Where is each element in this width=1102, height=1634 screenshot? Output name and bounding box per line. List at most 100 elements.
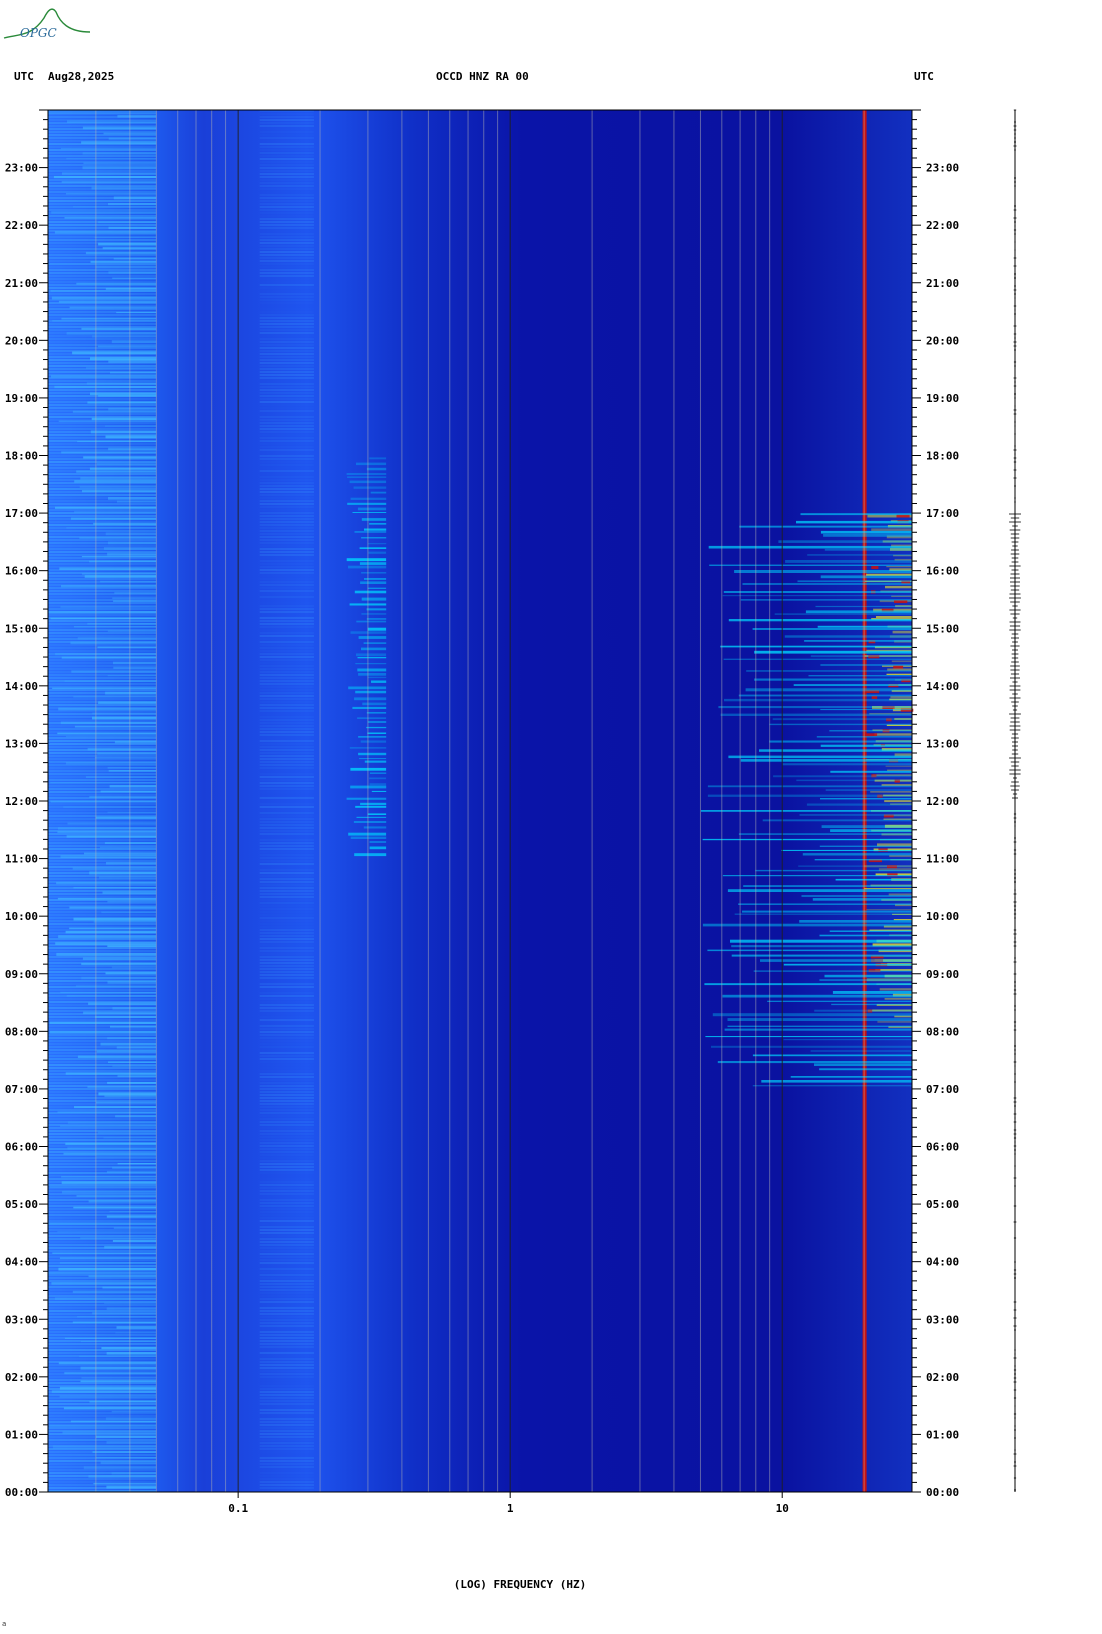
texture-stripe (259, 1340, 314, 1342)
texture-stripe (260, 1196, 314, 1198)
texture-stripe (259, 932, 314, 934)
texture-stripe (259, 749, 314, 751)
texture-stripe (260, 215, 314, 217)
texture-stripe (48, 1247, 157, 1249)
texture-stripe (48, 1238, 157, 1240)
texture-stripe (259, 275, 314, 277)
feature-band (105, 532, 157, 536)
texture-stripe (48, 281, 157, 283)
feature-band (108, 360, 157, 363)
feature-band (97, 1131, 157, 1134)
texture-stripe (48, 338, 157, 340)
feature-band (883, 814, 912, 817)
texture-stripe (259, 1289, 314, 1291)
texture-stripe (259, 329, 314, 331)
feature-band (115, 1332, 157, 1334)
feature-band (358, 636, 387, 639)
texture-stripe (260, 128, 314, 130)
y-tick-label: 17:00 (926, 507, 959, 520)
feature-band (879, 988, 912, 991)
texture-stripe (48, 983, 157, 985)
texture-stripe (48, 545, 157, 547)
feature-band (81, 556, 157, 558)
texture-stripe (259, 224, 314, 226)
texture-stripe (48, 236, 157, 238)
texture-stripe (48, 254, 157, 256)
texture-stripe (48, 245, 157, 247)
feature-band (891, 660, 912, 663)
texture-stripe (259, 653, 314, 655)
feature-band (61, 317, 157, 320)
texture-stripe (259, 320, 314, 322)
y-tick-label: 10:00 (926, 910, 959, 923)
feature-band (814, 1009, 912, 1012)
texture-stripe (48, 794, 157, 796)
texture-stripe (48, 383, 157, 385)
texture-stripe (259, 407, 314, 409)
texture-stripe (259, 665, 314, 667)
texture-stripe (48, 845, 157, 847)
feature-band (876, 616, 912, 618)
texture-stripe (48, 959, 157, 961)
feature-band (738, 903, 912, 905)
texture-stripe (48, 599, 157, 601)
texture-stripe (48, 161, 157, 163)
texture-stripe (260, 1355, 314, 1357)
feature-band (107, 1037, 157, 1040)
texture-stripe (259, 1112, 314, 1114)
texture-stripe (259, 1241, 314, 1243)
feature-band (367, 627, 387, 631)
feature-band (355, 805, 387, 808)
texture-stripe (48, 926, 157, 928)
feature-band (106, 1170, 157, 1173)
texture-stripe (48, 737, 157, 739)
texture-stripe (48, 806, 157, 808)
texture-stripe (260, 191, 314, 193)
texture-stripe (48, 287, 157, 289)
texture-stripe (259, 1163, 314, 1165)
feature-hotspot (871, 774, 877, 778)
texture-stripe (259, 1043, 314, 1045)
texture-stripe (259, 398, 314, 400)
texture-stripe (48, 854, 157, 856)
texture-stripe (48, 443, 157, 445)
texture-stripe (259, 965, 314, 967)
feature-band (73, 696, 157, 698)
texture-stripe (48, 1112, 157, 1114)
texture-stripe (259, 623, 314, 625)
feature-band (782, 763, 912, 766)
texture-stripe (48, 194, 157, 196)
texture-stripe (48, 866, 157, 868)
texture-stripe (48, 407, 157, 409)
texture-stripe (48, 1184, 157, 1186)
texture-stripe (48, 587, 157, 589)
texture-stripe (48, 1076, 157, 1078)
texture-stripe (259, 626, 314, 628)
feature-band (108, 137, 157, 140)
feature-band (64, 680, 157, 682)
feature-band (99, 876, 157, 879)
feature-band (884, 998, 912, 1000)
feature-band (881, 833, 912, 836)
feature-band (882, 540, 912, 543)
texture-stripe (48, 1139, 157, 1141)
feature-band (106, 1352, 157, 1355)
texture-stripe (259, 314, 314, 316)
texture-stripe (259, 1139, 314, 1141)
feature-band (891, 690, 912, 692)
texture-stripe (48, 980, 157, 982)
feature-band (73, 626, 157, 628)
feature-band (70, 641, 157, 645)
feature-band (889, 698, 912, 701)
texture-stripe (259, 860, 314, 862)
texture-stripe (259, 1106, 314, 1108)
texture-stripe (48, 1115, 157, 1117)
texture-stripe (259, 1244, 314, 1246)
feature-band (86, 367, 157, 369)
texture-stripe (48, 1457, 157, 1459)
texture-stripe (259, 554, 314, 556)
feature-band (801, 895, 912, 897)
texture-stripe (259, 608, 314, 610)
feature-band (61, 451, 157, 454)
texture-stripe (48, 146, 157, 148)
